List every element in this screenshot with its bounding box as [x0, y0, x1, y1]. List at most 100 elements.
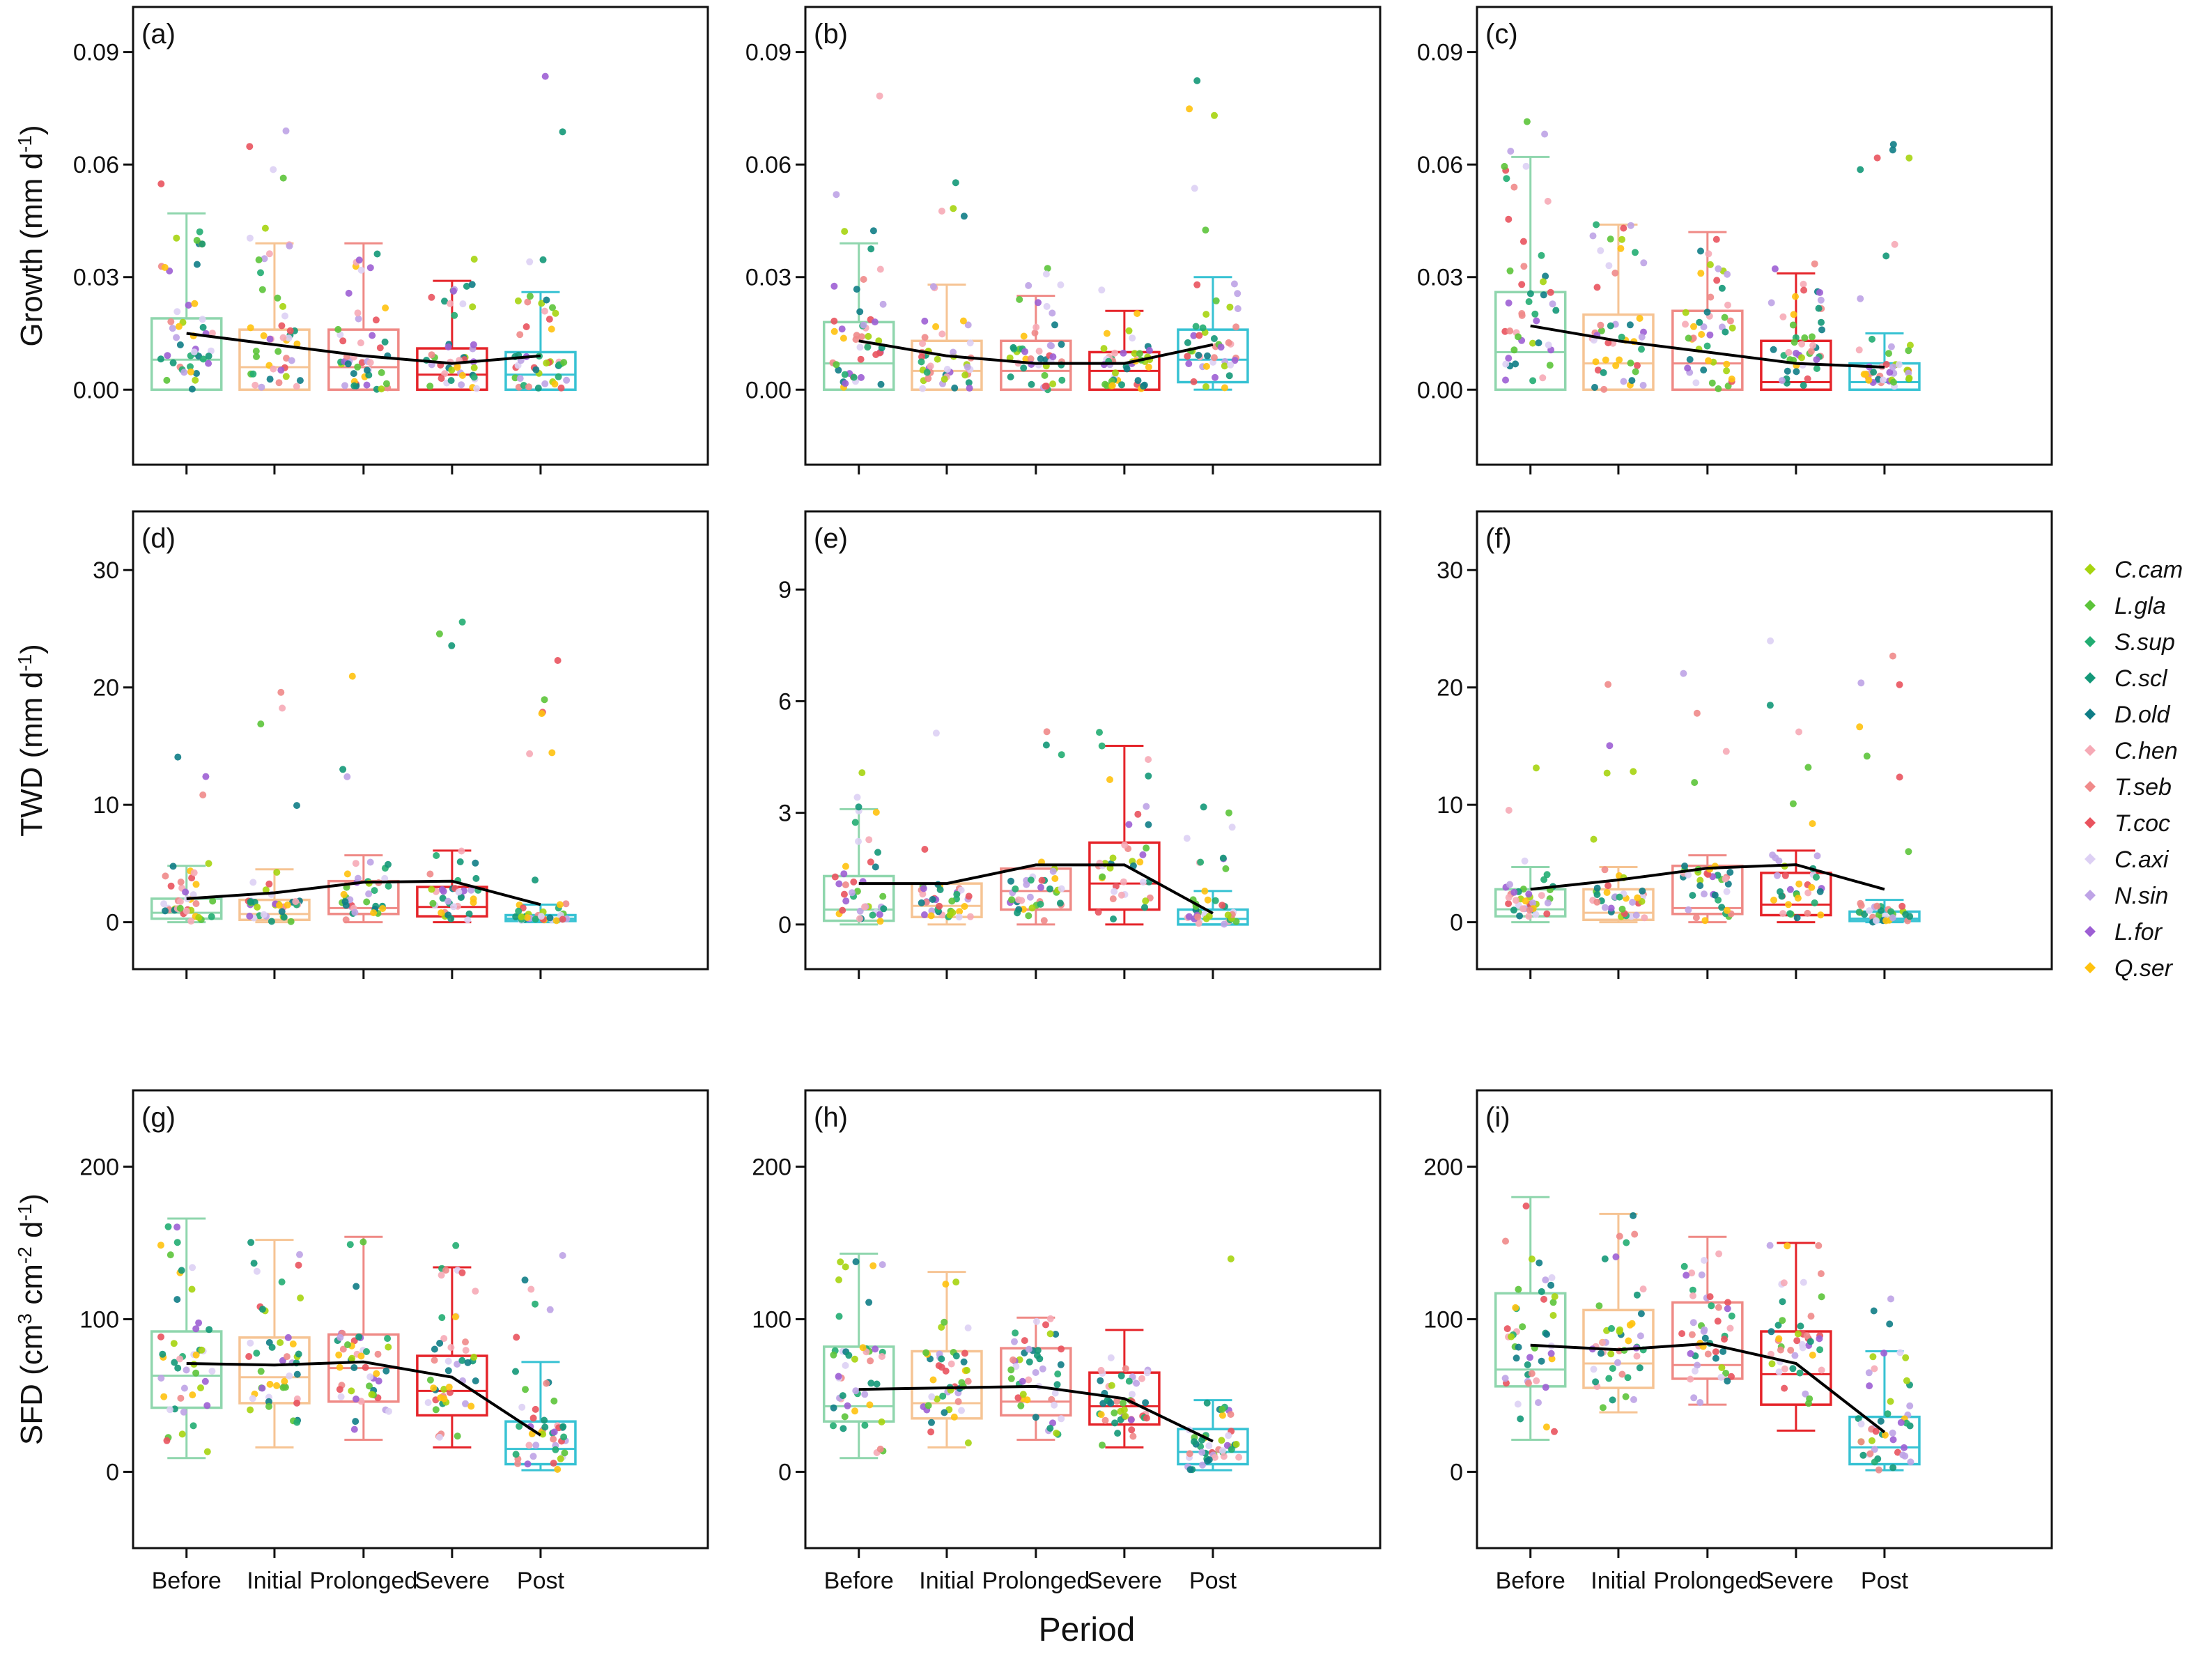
- data-point: [1025, 1345, 1032, 1353]
- data-point: [1616, 1326, 1623, 1334]
- data-point: [1540, 876, 1548, 883]
- data-point: [1145, 363, 1152, 371]
- data-point: [953, 890, 961, 898]
- y-tick-label: 0.06: [745, 152, 791, 178]
- data-point: [437, 1394, 444, 1402]
- data-point: [432, 1406, 440, 1414]
- y-tick-label: 0.03: [745, 265, 791, 291]
- data-point: [524, 298, 532, 306]
- data-point: [1593, 891, 1601, 898]
- data-point: [440, 1335, 448, 1343]
- data-point: [467, 1402, 475, 1410]
- data-point: [1038, 876, 1046, 884]
- data-point: [1689, 892, 1696, 899]
- data-point: [1514, 1400, 1522, 1408]
- data-point: [1859, 1451, 1867, 1459]
- data-point: [1894, 1448, 1901, 1456]
- box-iqr: [911, 339, 983, 392]
- data-point: [1525, 913, 1533, 920]
- data-point: [1202, 226, 1209, 234]
- box-before: [822, 1252, 895, 1460]
- data-point: [199, 240, 206, 248]
- data-point: [457, 894, 465, 902]
- data-point: [952, 179, 959, 187]
- data-point: [964, 1439, 972, 1446]
- legend-marker: [2085, 709, 2096, 720]
- data-point: [345, 289, 353, 297]
- box-iqr: [1177, 328, 1249, 384]
- data-point: [273, 1382, 281, 1389]
- data-point: [472, 1377, 479, 1384]
- data-point: [921, 334, 929, 341]
- data-point: [336, 1386, 343, 1393]
- data-point: [1767, 1350, 1774, 1358]
- data-point: [470, 364, 478, 371]
- data-point: [1515, 1285, 1522, 1293]
- data-point: [869, 911, 876, 919]
- data-point: [1774, 1322, 1782, 1329]
- data-point: [1817, 911, 1825, 919]
- y-tick-label: 0.00: [73, 377, 119, 403]
- data-point: [1134, 310, 1141, 317]
- data-point: [1541, 130, 1549, 138]
- legend-marker: [2085, 926, 2096, 937]
- plot-frame: [132, 510, 709, 971]
- data-point: [1818, 326, 1825, 334]
- data-point: [552, 309, 559, 317]
- data-point: [959, 317, 967, 325]
- data-point: [462, 1400, 469, 1407]
- legend-label: T.coc: [2114, 810, 2170, 837]
- data-point: [1051, 1401, 1058, 1409]
- data-point: [1133, 1379, 1140, 1387]
- legend-item-c-scl: C.scl: [2085, 665, 2168, 692]
- data-point: [853, 794, 861, 801]
- panel-tag: (g): [141, 1102, 176, 1133]
- data-point: [1057, 1361, 1065, 1368]
- box-prolonged: [1000, 265, 1072, 394]
- data-point: [176, 1355, 184, 1363]
- data-point: [523, 323, 530, 330]
- data-point: [160, 900, 168, 908]
- data-point: [966, 385, 973, 392]
- data-point: [164, 352, 171, 360]
- data-point: [173, 308, 181, 316]
- data-point: [1046, 1315, 1054, 1322]
- data-point: [1689, 334, 1697, 342]
- data-point: [1015, 896, 1022, 904]
- y-tick-label: 200: [752, 1154, 791, 1181]
- mean-line: [186, 332, 541, 365]
- data-point: [167, 318, 175, 325]
- data-point: [1593, 898, 1601, 906]
- data-point: [279, 174, 287, 182]
- data-point: [374, 1350, 382, 1358]
- data-point: [428, 886, 435, 893]
- data-point: [339, 766, 347, 773]
- x-tick-label-initial: Initial: [1591, 1568, 1646, 1594]
- data-point: [532, 1405, 539, 1413]
- data-point: [1816, 888, 1824, 895]
- data-point: [921, 317, 929, 325]
- data-point: [426, 870, 434, 878]
- data-point: [554, 657, 562, 664]
- data-point: [1689, 1286, 1696, 1294]
- panel-a: 0.00 0.03 0.06 0.09 (a) Growth (mm d-1): [14, 6, 709, 474]
- data-point: [1609, 1396, 1616, 1404]
- data-point: [1811, 899, 1818, 906]
- data-point: [273, 869, 281, 876]
- y-tick-label: 0: [778, 912, 791, 938]
- data-point: [157, 1375, 165, 1382]
- box-iqr: [1494, 1292, 1567, 1388]
- data-point: [1632, 911, 1640, 919]
- data-point: [841, 1413, 849, 1421]
- data-point: [1517, 1415, 1524, 1423]
- data-point: [279, 302, 286, 310]
- data-point: [157, 355, 164, 363]
- data-point: [1219, 902, 1226, 909]
- data-point: [1546, 362, 1554, 369]
- data-point: [1865, 376, 1873, 384]
- data-point: [1007, 1366, 1015, 1374]
- data-point: [966, 339, 974, 347]
- data-point: [1779, 1317, 1786, 1324]
- data-point: [1014, 909, 1021, 917]
- data-point: [470, 1354, 478, 1361]
